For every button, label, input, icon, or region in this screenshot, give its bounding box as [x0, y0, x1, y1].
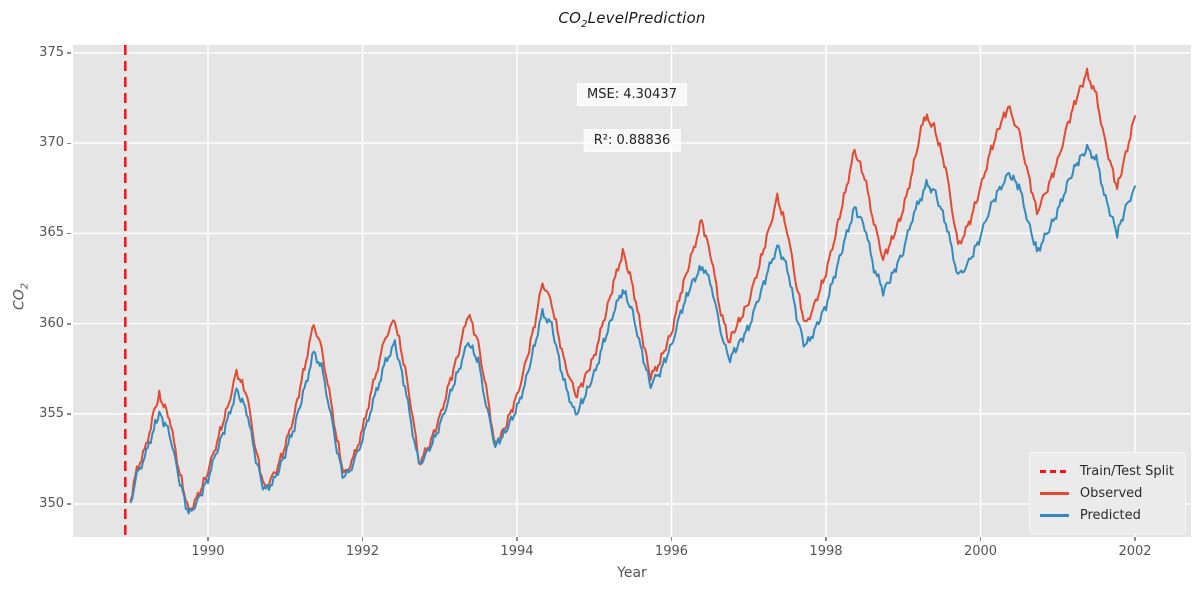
legend-label: Train/Test Split — [1079, 463, 1174, 479]
x-tick-mark — [670, 537, 673, 541]
split-line-swatch — [1039, 469, 1069, 473]
y-tick-label: 365 — [39, 225, 64, 241]
legend: Train/Test Split Observed Predicted — [1028, 452, 1186, 534]
y-tick-label: 375 — [39, 44, 64, 60]
plot-canvas — [73, 45, 1191, 537]
x-tick-label: 2002 — [1118, 544, 1152, 559]
mse-annotation: MSE: 4.30437 — [577, 83, 687, 106]
observed-line — [129, 67, 1136, 512]
legend-label: Predicted — [1079, 507, 1141, 523]
y-tick-label: 350 — [39, 495, 64, 511]
x-tick-mark — [979, 537, 982, 541]
x-tick-label: 1992 — [345, 544, 379, 559]
x-tick-label: 1996 — [654, 544, 689, 559]
plot-area: MSE: 4.30437 R²: 0.88836 Train/Test Spli… — [73, 45, 1191, 537]
observed-line-swatch — [1039, 491, 1069, 495]
legend-label: Observed — [1079, 485, 1143, 501]
x-axis-label: Year — [617, 565, 647, 581]
x-tick-label: 1994 — [500, 544, 534, 559]
y-tick-mark — [67, 142, 71, 145]
y-tick-mark — [67, 413, 71, 415]
y-tick-label: 370 — [39, 135, 64, 151]
x-tick-mark — [361, 537, 364, 541]
legend-item-split: Train/Test Split — [1039, 460, 1174, 482]
x-tick-label: 1998 — [809, 544, 843, 559]
x-tick-mark — [825, 537, 827, 541]
legend-item-predicted: Predicted — [1039, 504, 1174, 526]
y-tick-mark — [67, 503, 71, 505]
chart-title: CO2LevelPrediction — [558, 9, 706, 30]
x-tick-label: 1990 — [191, 544, 225, 559]
r2-annotation: R²: 0.88836 — [583, 129, 681, 152]
x-tick-mark — [1134, 537, 1136, 541]
y-tick-mark — [67, 323, 71, 325]
predicted-line-swatch — [1039, 513, 1069, 517]
x-tick-label: 2000 — [963, 544, 998, 559]
y-tick-mark — [67, 52, 71, 54]
legend-item-observed: Observed — [1039, 482, 1174, 504]
x-tick-mark — [207, 537, 209, 541]
y-tick-mark — [67, 232, 71, 235]
predicted-line — [129, 143, 1136, 515]
x-tick-mark — [516, 537, 518, 541]
y-tick-label: 360 — [39, 315, 64, 331]
y-tick-label: 355 — [39, 405, 64, 421]
